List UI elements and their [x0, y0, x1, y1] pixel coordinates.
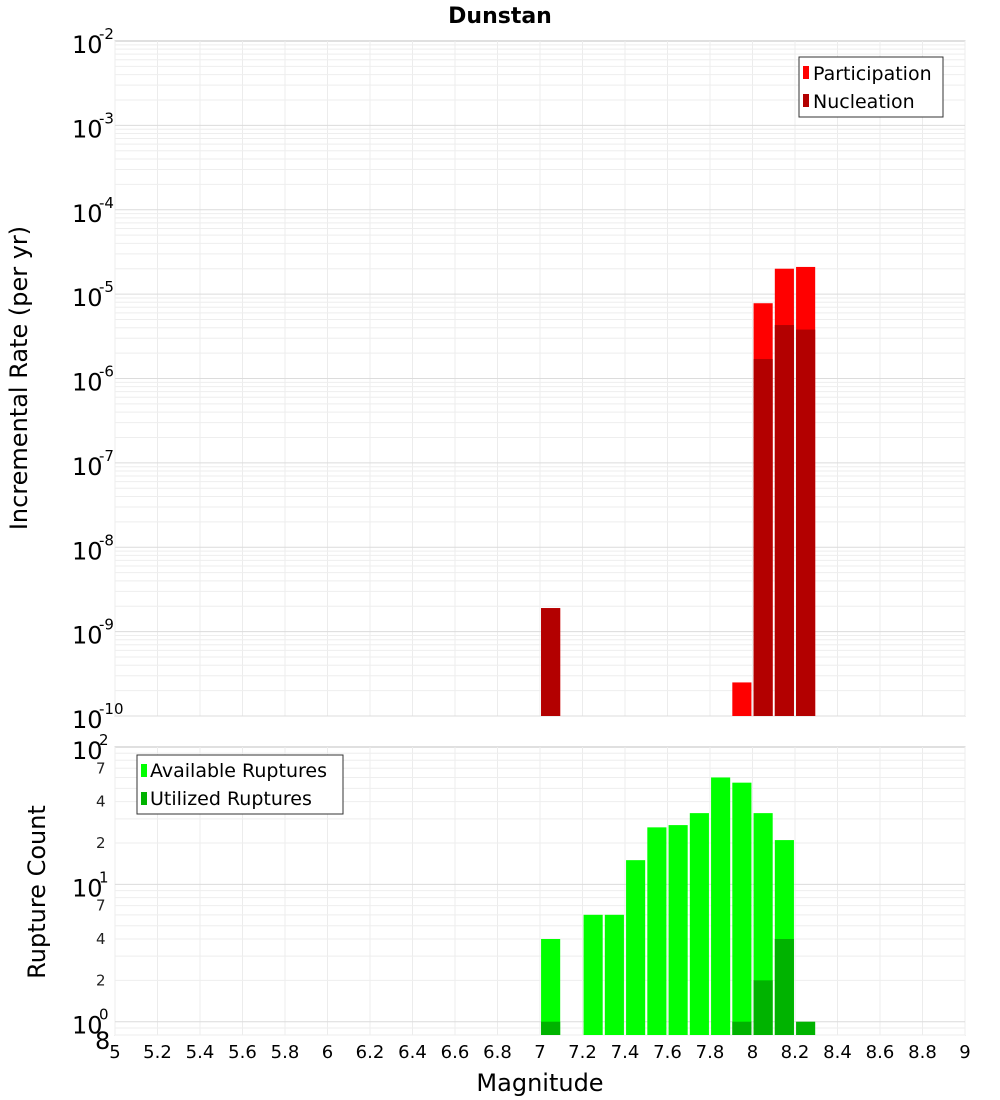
- bottom-y-tick-label: 10: [72, 737, 103, 765]
- bar-available-ruptures: [626, 860, 646, 1035]
- top-y-tick-label: 10: [72, 706, 103, 734]
- x-tick-label: 6.2: [356, 1042, 385, 1063]
- bar-utilized-ruptures: [753, 980, 773, 1035]
- x-tick-label: 5.8: [271, 1042, 300, 1063]
- top-y-tick-label: 10: [72, 369, 103, 397]
- x-tick-label: 6: [322, 1042, 333, 1063]
- legend-swatch-available: [141, 764, 147, 777]
- top-legend: Participation Nucleation: [798, 56, 944, 118]
- x-tick-label: 7.8: [696, 1042, 725, 1063]
- bottom-y-tick-exponent: 1: [99, 868, 109, 886]
- bar-utilized-ruptures: [774, 939, 794, 1035]
- legend-swatch-participation: [803, 66, 809, 79]
- x-tick-label: 6.4: [398, 1042, 427, 1063]
- bar-utilized-ruptures: [732, 1021, 752, 1035]
- top-y-tick-exponent: -8: [99, 531, 114, 549]
- x-tick-label: 7.4: [611, 1042, 640, 1063]
- top-y-tick-exponent: -9: [99, 616, 114, 634]
- bottom-legend-box: [136, 754, 344, 815]
- bar-available-ruptures: [753, 813, 773, 1035]
- bottom-y-axis-label: Rupture Count: [23, 805, 51, 979]
- x-tick-label: 6.8: [483, 1042, 512, 1063]
- bar-available-ruptures: [541, 939, 561, 1035]
- x-axis-label: Magnitude: [476, 1069, 603, 1097]
- bottom-y-minor-tick-label: 2: [96, 834, 106, 852]
- bar-nucleation: [796, 329, 816, 716]
- top-y-tick-exponent: -7: [99, 447, 114, 465]
- x-tick-label: 8.8: [908, 1042, 937, 1063]
- x-tick-label: 5.4: [186, 1042, 215, 1063]
- bar-available-ruptures: [668, 825, 688, 1035]
- top-legend-box: [798, 56, 944, 118]
- top-gridlines: [114, 41, 966, 717]
- top-y-axis-label: Incremental Rate (per yr): [5, 226, 33, 530]
- chart-title: Dunstan: [448, 4, 552, 29]
- x-tick-label: 5: [109, 1042, 120, 1063]
- bottom-y-minor-tick-label: 7: [96, 759, 106, 777]
- bottom-y-minor-tick-label: 2: [96, 971, 106, 989]
- top-y-tick-label: 10: [72, 31, 103, 59]
- x-tick-label: 7.6: [653, 1042, 682, 1063]
- top-y-tick-exponent: -2: [99, 25, 114, 43]
- bottom-legend: Available Ruptures Utilized Ruptures: [136, 754, 344, 815]
- top-y-tick-exponent: -5: [99, 278, 114, 296]
- bar-participation: [732, 682, 752, 716]
- bar-nucleation: [753, 359, 773, 716]
- x-tick-label: 8.6: [866, 1042, 895, 1063]
- top-y-tick-label: 10: [72, 200, 103, 228]
- bottom-y-minor-tick-label: 4: [96, 930, 106, 948]
- bottom-y-minor-tick-label: 7: [96, 897, 106, 915]
- top-y-tick-label: 10: [72, 453, 103, 481]
- bottom-gridlines: [114, 747, 966, 1036]
- bar-nucleation: [541, 608, 561, 716]
- x-tick-label: 8.4: [823, 1042, 852, 1063]
- top-bars: [541, 266, 816, 716]
- legend-label-available: Available Ruptures: [150, 760, 327, 782]
- bar-available-ruptures: [711, 777, 731, 1035]
- top-y-tick-exponent: -6: [99, 363, 114, 381]
- top-y-tick-label: 10: [72, 622, 103, 650]
- x-tick-label: 8: [747, 1042, 758, 1063]
- bottom-y-minor-tick-label: 4: [96, 793, 106, 811]
- bottom-y-tick-exponent: 2: [99, 731, 109, 749]
- x-tick-label: 5.6: [228, 1042, 257, 1063]
- x-tick-label: 9: [959, 1042, 970, 1063]
- bar-available-ruptures: [647, 827, 667, 1035]
- x-tick-label: 5.2: [143, 1042, 172, 1063]
- bottom-y-minor-tick-label: 8: [95, 1027, 110, 1055]
- top-y-tick-label: 10: [72, 284, 103, 312]
- x-tick-label: 7: [534, 1042, 545, 1063]
- top-y-tick-exponent: -4: [99, 194, 114, 212]
- x-ticks: 5 5.2 5.4 5.6 5.8 6 6.2 6.4 6.6 6.8 7 7.2 7.4 7.6 7.8 8…: [109, 1042, 970, 1063]
- bar-available-ruptures: [732, 782, 752, 1035]
- x-tick-label: 7.2: [568, 1042, 597, 1063]
- top-y-tick-label: 10: [72, 537, 103, 565]
- bar-available-ruptures: [583, 914, 603, 1035]
- x-tick-label: 8.2: [781, 1042, 810, 1063]
- top-y-tick-label: 10: [72, 115, 103, 143]
- legend-swatch-utilized: [141, 792, 147, 805]
- legend-label-utilized: Utilized Ruptures: [150, 788, 312, 810]
- top-y-tick-exponent: -3: [99, 109, 114, 127]
- legend-label-nucleation: Nucleation: [813, 91, 915, 113]
- bar-utilized-ruptures: [796, 1021, 816, 1035]
- bottom-bars: [541, 777, 816, 1035]
- bar-available-ruptures: [604, 914, 624, 1035]
- bar-available-ruptures: [689, 813, 709, 1035]
- bar-utilized-ruptures: [541, 1021, 561, 1035]
- bar-nucleation: [774, 325, 794, 716]
- top-y-tick-exponent: -10: [99, 700, 124, 718]
- bottom-y-tick-exponent: 0: [99, 1006, 109, 1024]
- x-tick-label: 6.6: [441, 1042, 470, 1063]
- bottom-y-tick-label: 10: [72, 874, 103, 902]
- bottom-y-tick-label: 10: [72, 1012, 103, 1040]
- legend-label-participation: Participation: [813, 63, 932, 85]
- legend-swatch-nucleation: [803, 94, 809, 107]
